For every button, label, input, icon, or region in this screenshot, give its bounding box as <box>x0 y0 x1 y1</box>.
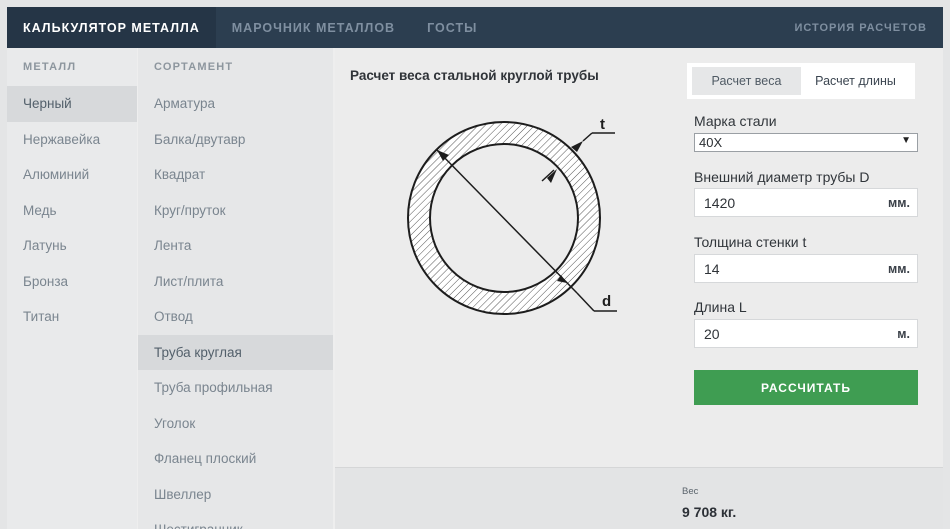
diameter-arrowhead-start <box>437 150 449 161</box>
wall-thickness-unit: мм. <box>888 261 910 276</box>
assortment-item[interactable]: Шестигранник <box>138 512 333 529</box>
calculation-mode-switch: Расчет веса Расчет длины <box>687 63 915 99</box>
calculate-button[interactable]: РАССЧИТАТЬ <box>694 370 918 405</box>
metal-item[interactable]: Латунь <box>23 238 67 254</box>
assortment-item[interactable]: Уголок <box>154 415 196 431</box>
assortment-item[interactable]: Лист/плита <box>154 273 224 289</box>
t-inner-arrow-line <box>541 169 555 182</box>
metal-item[interactable]: Титан <box>23 309 60 325</box>
steel-grade-select[interactable]: 40Х ▼ <box>694 133 918 152</box>
calculator-title: Расчет веса стальной круглой трубы <box>350 68 599 83</box>
assortment-item[interactable]: Отвод <box>154 309 193 325</box>
assortment-header: СОРТАМЕНТ <box>154 61 234 73</box>
tab-metal-calculator[interactable]: КАЛЬКУЛЯТОР МЕТАЛЛА <box>7 7 216 48</box>
length-value: 20 <box>704 325 720 342</box>
length-unit: м. <box>897 326 910 341</box>
assortment-item[interactable]: Труба круглая <box>138 334 333 370</box>
result-panel: Вес 9 708 кг. <box>335 467 943 529</box>
assortment-item[interactable]: Труба профильная <box>154 380 273 396</box>
assortment-item[interactable]: Швеллер <box>154 486 212 502</box>
mode-length-button[interactable]: Расчет длины <box>815 74 896 88</box>
pipe-cross-section-diagram: d t <box>407 116 617 315</box>
top-navigation: КАЛЬКУЛЯТОР МЕТАЛЛА МАРОЧНИК МЕТАЛЛОВ ГО… <box>7 7 943 48</box>
result-value: 9 708 кг. <box>682 504 737 520</box>
assortment-column: СОРТАМЕНТ Арматура Балка/двутавр Квадрат… <box>138 48 333 529</box>
steel-grade-value: 40Х <box>699 135 723 150</box>
assortment-item[interactable]: Балка/двутавр <box>154 131 246 147</box>
length-input[interactable]: 20 м. <box>694 319 918 348</box>
t-label: t <box>600 116 605 133</box>
wall-thickness-value: 14 <box>704 260 720 277</box>
wall-thickness-label: Толщина стенки t <box>694 234 807 250</box>
assortment-item[interactable]: Квадрат <box>154 167 206 183</box>
assortment-item[interactable]: Лента <box>154 238 192 254</box>
diameter-value: 1420 <box>704 194 736 211</box>
diameter-unit: мм. <box>888 195 910 210</box>
calculator-panel: Расчет веса стальной круглой трубы d <box>335 48 943 529</box>
assortment-item[interactable]: Фланец плоский <box>154 451 257 467</box>
assortment-item[interactable]: Круг/пруток <box>154 202 226 218</box>
diameter-arrowhead-end <box>557 275 567 283</box>
metal-item[interactable]: Алюминий <box>23 167 90 183</box>
result-label: Вес <box>682 486 699 497</box>
t-leader-line <box>582 132 593 142</box>
dropdown-caret-icon: ▼ <box>901 135 911 146</box>
diameter-input[interactable]: 1420 мм. <box>694 188 918 217</box>
t-arrowhead-outer <box>571 141 583 152</box>
metal-item[interactable]: Черный <box>7 86 137 122</box>
metal-item[interactable]: Медь <box>23 202 57 218</box>
length-label: Длина L <box>694 299 747 315</box>
metal-header: МЕТАЛЛ <box>23 61 77 73</box>
app-frame: КАЛЬКУЛЯТОР МЕТАЛЛА МАРОЧНИК МЕТАЛЛОВ ГО… <box>7 7 943 529</box>
metal-item[interactable]: Бронза <box>23 273 69 289</box>
mode-weight-button[interactable]: Расчет веса <box>692 67 801 95</box>
tab-calculation-history[interactable]: ИСТОРИЯ РАСЧЕТОВ <box>794 21 927 34</box>
metal-column: МЕТАЛЛ Черный Нержавейка Алюминий Медь Л… <box>7 48 137 529</box>
d-label: d <box>602 293 611 310</box>
assortment-item[interactable]: Арматура <box>154 96 215 112</box>
tab-metal-grades[interactable]: МАРОЧНИК МЕТАЛЛОВ <box>231 20 396 35</box>
t-arrowhead-inner <box>547 169 557 183</box>
diameter-line <box>436 149 578 294</box>
wall-thickness-input[interactable]: 14 мм. <box>694 254 918 283</box>
d-leader-line <box>576 292 595 312</box>
tab-gosts[interactable]: ГОСТЫ <box>427 20 478 35</box>
metal-item[interactable]: Нержавейка <box>23 131 101 147</box>
steel-grade-label: Марка стали <box>694 113 777 129</box>
diameter-label: Внешний диаметр трубы D <box>694 169 870 185</box>
